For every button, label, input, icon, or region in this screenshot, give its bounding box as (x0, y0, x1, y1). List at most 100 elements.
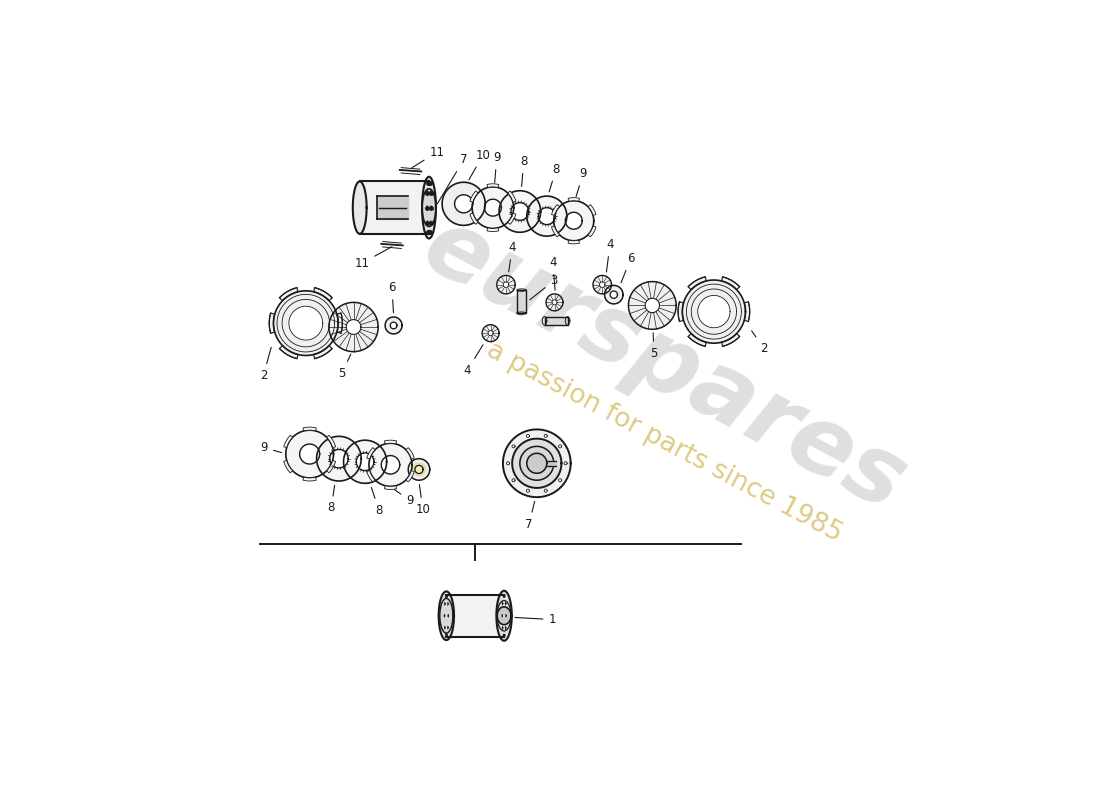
Polygon shape (544, 317, 568, 325)
Polygon shape (508, 214, 516, 224)
Polygon shape (547, 461, 556, 466)
Polygon shape (722, 277, 739, 290)
Text: 8: 8 (549, 162, 560, 192)
Text: 9: 9 (394, 490, 414, 506)
Polygon shape (406, 448, 415, 459)
Polygon shape (329, 302, 378, 352)
Text: 2: 2 (751, 331, 768, 355)
Polygon shape (544, 489, 547, 492)
Text: 2: 2 (260, 347, 272, 382)
Polygon shape (314, 288, 332, 301)
Polygon shape (564, 462, 568, 465)
Polygon shape (527, 454, 547, 474)
Polygon shape (517, 290, 526, 313)
Polygon shape (513, 438, 561, 488)
Polygon shape (270, 313, 275, 334)
Polygon shape (588, 205, 596, 215)
Polygon shape (568, 240, 580, 244)
Polygon shape (439, 591, 454, 640)
Text: 10: 10 (416, 485, 430, 516)
Polygon shape (472, 187, 514, 229)
Text: 4: 4 (606, 238, 614, 272)
Polygon shape (442, 182, 485, 226)
Polygon shape (645, 298, 660, 313)
Polygon shape (697, 295, 730, 328)
Polygon shape (454, 194, 473, 213)
Polygon shape (506, 462, 509, 465)
Polygon shape (412, 463, 426, 476)
Polygon shape (360, 182, 429, 234)
Polygon shape (337, 313, 342, 334)
Polygon shape (470, 191, 478, 202)
Polygon shape (689, 334, 706, 346)
Polygon shape (610, 291, 617, 298)
Polygon shape (565, 212, 582, 230)
Polygon shape (422, 177, 436, 238)
Polygon shape (284, 435, 293, 448)
Text: 11: 11 (354, 246, 392, 270)
Polygon shape (482, 325, 499, 342)
Polygon shape (527, 196, 566, 236)
Polygon shape (512, 445, 515, 448)
Text: 9: 9 (261, 442, 282, 454)
Polygon shape (356, 453, 374, 470)
Polygon shape (408, 458, 430, 480)
Polygon shape (487, 228, 498, 231)
Polygon shape (484, 199, 502, 216)
Text: a passion for parts since 1985: a passion for parts since 1985 (482, 338, 846, 548)
Polygon shape (368, 443, 412, 486)
Polygon shape (678, 302, 683, 322)
Text: 6: 6 (621, 252, 635, 283)
Polygon shape (390, 322, 397, 329)
Polygon shape (327, 461, 336, 473)
Polygon shape (353, 182, 366, 234)
Polygon shape (544, 434, 547, 438)
Polygon shape (302, 477, 317, 481)
Polygon shape (487, 184, 498, 187)
Polygon shape (385, 317, 403, 334)
Polygon shape (488, 330, 493, 336)
Polygon shape (366, 448, 375, 459)
Polygon shape (682, 280, 746, 343)
Polygon shape (440, 598, 453, 633)
Polygon shape (470, 214, 478, 224)
Polygon shape (503, 282, 509, 287)
Polygon shape (299, 444, 320, 464)
Polygon shape (384, 486, 397, 490)
Text: 3: 3 (530, 274, 558, 300)
Text: eurspares: eurspares (407, 200, 921, 531)
Polygon shape (279, 346, 298, 358)
Polygon shape (588, 226, 596, 237)
Polygon shape (593, 275, 612, 294)
Polygon shape (605, 286, 623, 304)
Text: 8: 8 (328, 486, 334, 514)
Polygon shape (330, 450, 348, 468)
Polygon shape (553, 201, 594, 241)
Text: 8: 8 (520, 155, 527, 186)
Polygon shape (382, 455, 399, 474)
Polygon shape (406, 470, 415, 482)
Polygon shape (366, 470, 375, 482)
Polygon shape (284, 461, 293, 473)
Text: 7: 7 (438, 154, 468, 204)
Polygon shape (499, 190, 540, 232)
Polygon shape (552, 300, 557, 305)
Polygon shape (689, 277, 706, 290)
Polygon shape (274, 291, 338, 355)
Polygon shape (551, 226, 560, 237)
Polygon shape (497, 607, 512, 625)
Polygon shape (302, 427, 317, 431)
Polygon shape (286, 430, 333, 478)
Polygon shape (497, 275, 515, 294)
Polygon shape (346, 320, 361, 334)
Polygon shape (314, 346, 332, 358)
Text: 5: 5 (650, 333, 658, 360)
Text: 4: 4 (464, 345, 483, 377)
Text: 8: 8 (372, 487, 383, 517)
Polygon shape (568, 198, 580, 202)
Text: 10: 10 (469, 149, 491, 180)
Polygon shape (512, 202, 529, 220)
Polygon shape (343, 440, 387, 483)
Text: 9: 9 (493, 151, 500, 182)
Polygon shape (527, 434, 529, 438)
